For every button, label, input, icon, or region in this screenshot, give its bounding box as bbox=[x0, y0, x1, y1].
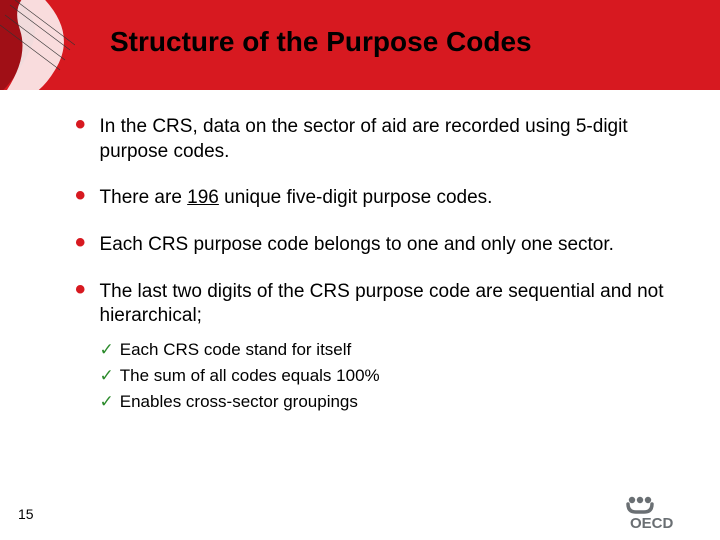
bullet-item: • In the CRS, data on the sector of aid … bbox=[75, 115, 665, 164]
oecd-logo: OECD bbox=[622, 490, 702, 532]
content-area: • In the CRS, data on the sector of aid … bbox=[75, 115, 665, 439]
header-decorative-graphic bbox=[0, 0, 75, 90]
bullet-marker: • bbox=[75, 186, 86, 206]
bullet-item: • There are 196 unique five-digit purpos… bbox=[75, 186, 665, 211]
sub-text: The sum of all codes equals 100% bbox=[120, 365, 380, 387]
sub-item: ✓ The sum of all codes equals 100% bbox=[100, 365, 665, 387]
check-icon: ✓ bbox=[100, 365, 114, 387]
bullet-marker: • bbox=[75, 233, 86, 253]
header-band: Structure of the Purpose Codes bbox=[0, 0, 720, 90]
sub-list: ✓ Each CRS code stand for itself ✓ The s… bbox=[100, 339, 665, 413]
bullet-text: There are 196 unique five-digit purpose … bbox=[100, 186, 493, 211]
underlined-number: 196 bbox=[187, 187, 219, 208]
bullet-marker: • bbox=[75, 115, 86, 135]
slide-title: Structure of the Purpose Codes bbox=[110, 26, 532, 58]
bullet-text: In the CRS, data on the sector of aid ar… bbox=[100, 115, 665, 164]
logo-text: OECD bbox=[630, 515, 674, 532]
bullet-item: • Each CRS purpose code belongs to one a… bbox=[75, 233, 665, 258]
bullet-marker: • bbox=[75, 280, 86, 300]
check-icon: ✓ bbox=[100, 391, 114, 413]
sub-text: Enables cross-sector groupings bbox=[120, 391, 358, 413]
check-icon: ✓ bbox=[100, 339, 114, 361]
sub-text: Each CRS code stand for itself bbox=[120, 339, 352, 361]
page-number: 15 bbox=[18, 506, 34, 522]
bullet-text: Each CRS purpose code belongs to one and… bbox=[100, 233, 614, 258]
bullet-item: • The last two digits of the CRS purpose… bbox=[75, 280, 665, 418]
sub-item: ✓ Each CRS code stand for itself bbox=[100, 339, 665, 361]
sub-item: ✓ Enables cross-sector groupings bbox=[100, 391, 665, 413]
bullet-text: The last two digits of the CRS purpose c… bbox=[100, 280, 665, 418]
